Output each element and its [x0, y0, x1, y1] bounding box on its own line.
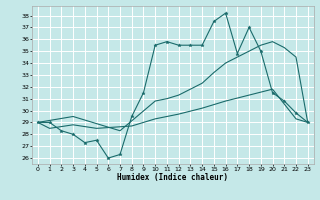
X-axis label: Humidex (Indice chaleur): Humidex (Indice chaleur) — [117, 173, 228, 182]
